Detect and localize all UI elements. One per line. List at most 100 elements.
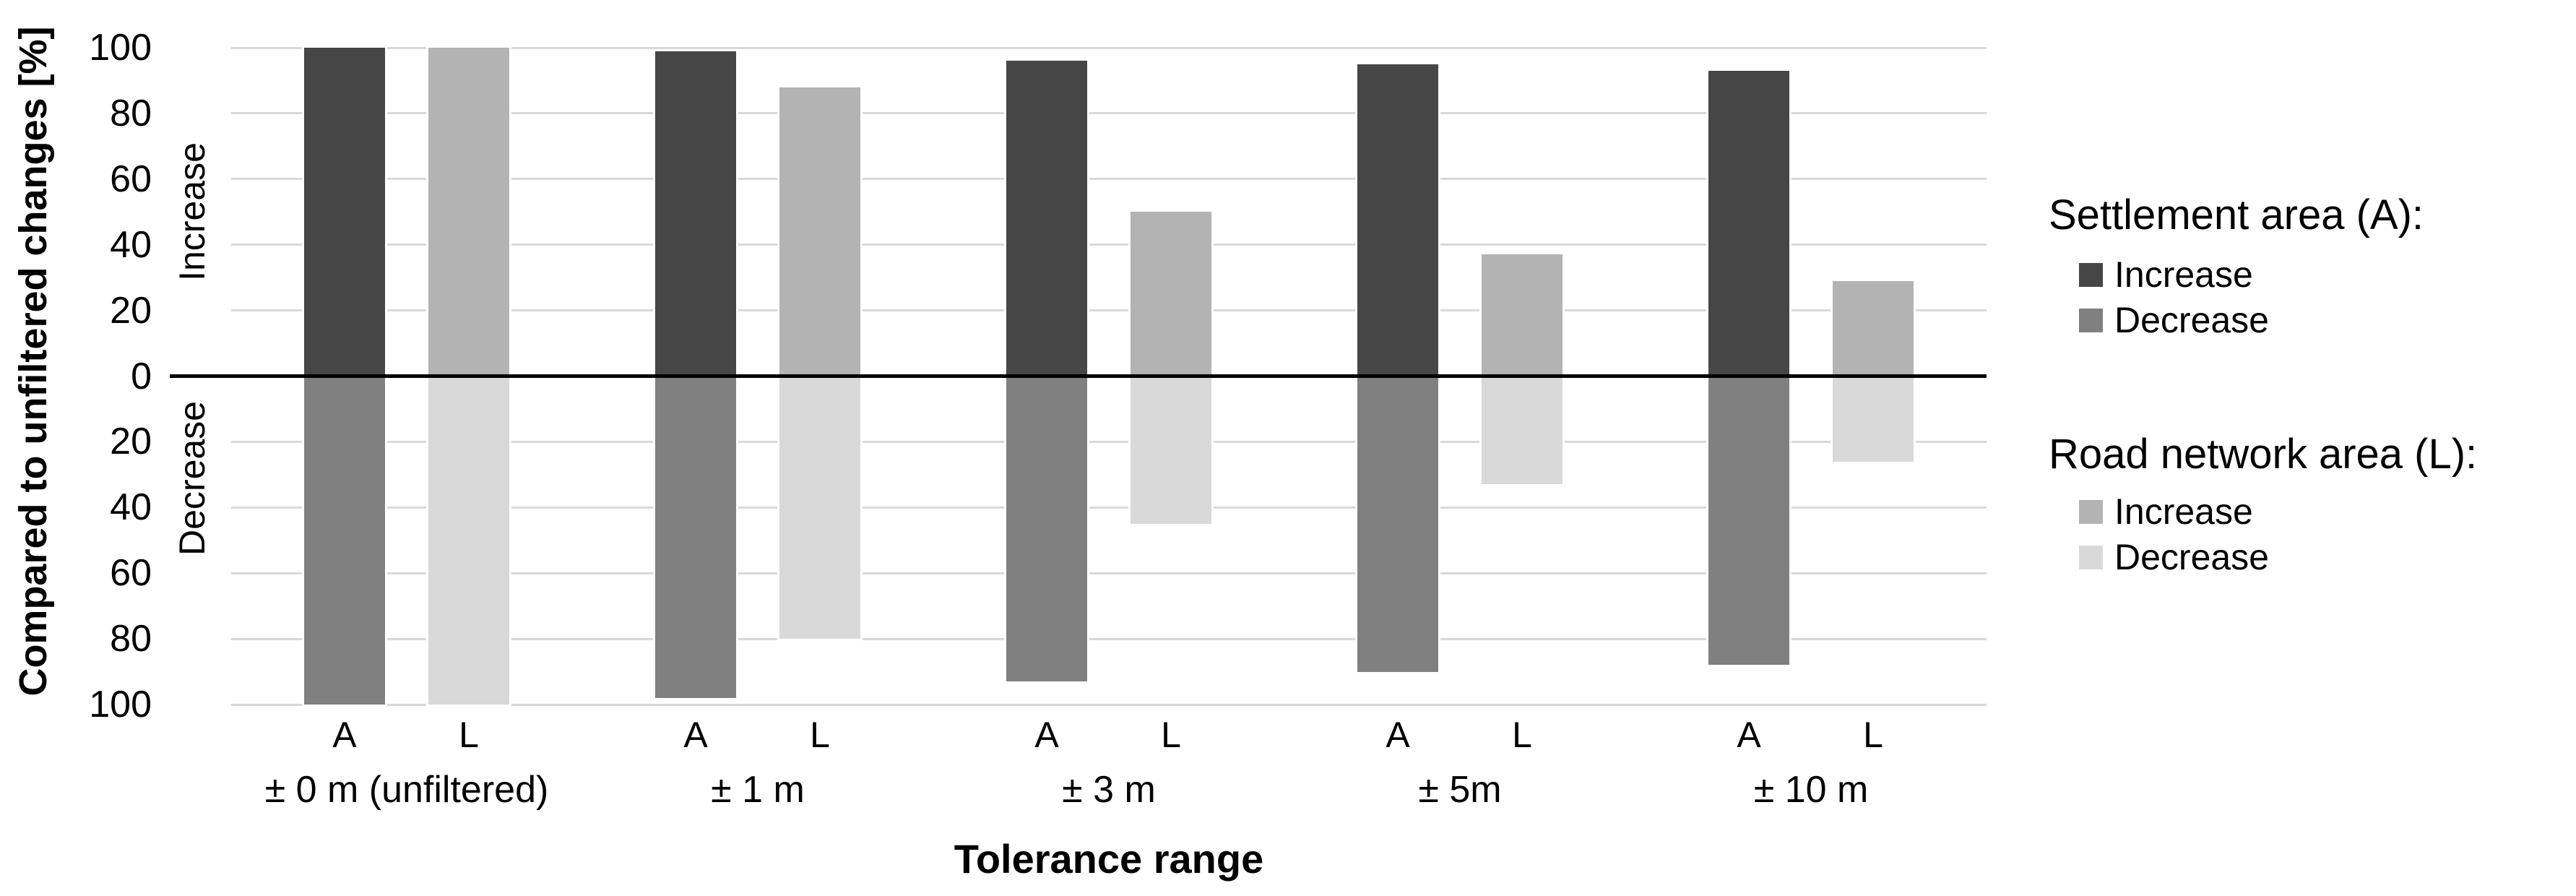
legend-item-label: Increase [2114, 254, 2253, 295]
bar-segment-l-increase [1131, 212, 1211, 376]
bar-a [1004, 48, 1089, 705]
bar-letter-label: A [683, 715, 708, 755]
bar-segment-l-increase [1482, 254, 1563, 376]
y-tick-label: 80 [110, 92, 152, 134]
gridline [231, 309, 1987, 312]
bar-letter-label: L [1863, 715, 1883, 755]
category-label: ± 0 m (unfiltered) [264, 769, 549, 811]
gridline [231, 637, 1987, 640]
bar-segment-a-decrease [655, 376, 736, 698]
bar-l [777, 48, 863, 705]
legend-swatch-settlement-increase [2079, 262, 2103, 287]
y-tick-label: 0 [131, 355, 152, 397]
legend-item-settlement-decrease: Decrease [2049, 300, 2269, 340]
legend-title-road-network-area: Road network area (L): [2049, 431, 2478, 478]
gridline [231, 703, 1987, 706]
bar-l [426, 48, 511, 705]
legend-item-label: Decrease [2114, 537, 2269, 577]
category-label: ± 1 m [711, 769, 805, 811]
legend-swatch-road-decrease [2079, 545, 2103, 569]
bar-a [1706, 48, 1791, 705]
y-tick-label: 80 [110, 618, 152, 660]
legend-item-road-increase: Increase [2049, 491, 2253, 532]
category-label: ± 10 m [1753, 769, 1869, 811]
bar-segment-l-decrease [779, 376, 860, 639]
y-tick-label: 40 [110, 223, 152, 266]
bar-l [1128, 48, 1214, 705]
gridline [231, 178, 1987, 181]
bar-segment-a-decrease [304, 376, 385, 705]
plot-area: A L ± 0 m (unfiltered) A L ± 1 m A L ± 3 m A L ± 5m… [170, 46, 1987, 811]
bar-letter-label: A [1034, 715, 1059, 755]
bar-pair [1635, 48, 1987, 705]
bar-segment-l-decrease [1482, 376, 1563, 485]
bar-segment-a-increase [1006, 61, 1087, 376]
bar-segment-l-increase [779, 87, 860, 376]
x-axis-title: Tolerance range [954, 836, 1264, 882]
y-tick-label: 100 [89, 684, 152, 725]
bar-group: A L ± 10 m [1635, 48, 1987, 811]
bar-segment-a-decrease [1006, 376, 1087, 682]
bar-pair [231, 48, 582, 705]
bar-segment-a-increase [1357, 64, 1438, 376]
increase-axis-annotation: Increase [172, 142, 212, 281]
legend-swatch-road-increase [2079, 499, 2103, 524]
bar-letter-label: L [810, 715, 830, 755]
y-tick-label: 60 [110, 552, 152, 595]
legend-item-label: Decrease [2114, 300, 2269, 340]
bar-a [1355, 48, 1440, 705]
bar-segment-l-increase [428, 48, 509, 376]
bar-pair [1284, 48, 1635, 705]
y-tick-label: 100 [89, 27, 152, 69]
bar-a [302, 48, 387, 705]
bar-segment-l-decrease [428, 376, 509, 705]
category-label: ± 5m [1418, 769, 1502, 811]
bar-segment-l-decrease [1833, 376, 1914, 462]
bar-group: A L ± 1 m [582, 48, 933, 811]
bar-segment-a-increase [1708, 70, 1789, 376]
bar-letter-label: A [1386, 715, 1410, 755]
bar-letter-label: L [1512, 715, 1532, 755]
bar-group: A L ± 0 m (unfiltered) [231, 48, 582, 811]
category-label: ± 3 m [1062, 769, 1156, 811]
bar-l [1831, 48, 1916, 705]
legend-swatch-settlement-decrease [2079, 308, 2103, 332]
bar-letter-label: A [332, 715, 357, 755]
bar-group: A L ± 3 m [933, 48, 1284, 811]
y-tick-label: 40 [110, 486, 152, 529]
bar-letter-label: A [1737, 715, 1761, 755]
bar-a [653, 48, 738, 705]
gridline [231, 440, 1987, 443]
bar-segment-l-increase [1833, 280, 1914, 376]
decrease-axis-annotation: Decrease [172, 401, 212, 556]
legend-title-settlement-area: Settlement area (A): [2049, 191, 2424, 238]
legend-item-label: Increase [2114, 491, 2253, 532]
bar-segment-a-decrease [1708, 376, 1789, 665]
bar-pair [582, 48, 933, 705]
gridline [231, 112, 1987, 115]
bar-segment-l-decrease [1131, 376, 1211, 525]
bar-group: A L ± 5m [1284, 48, 1635, 811]
bar-segment-a-increase [655, 51, 736, 376]
legend-item-settlement-increase: Increase [2049, 254, 2253, 295]
zero-axis-line [170, 374, 1987, 378]
gridline [231, 46, 1987, 49]
gridline [231, 572, 1987, 574]
legend: Settlement area (A): Increase Decrease R… [2049, 0, 2573, 896]
bar-letter-label: L [1161, 715, 1181, 755]
y-tick-label: 20 [110, 421, 152, 463]
y-tick-label: 60 [110, 158, 152, 200]
gridline [231, 506, 1987, 509]
bar-segment-a-increase [304, 48, 385, 376]
bar-pair [933, 48, 1284, 705]
legend-item-road-decrease: Decrease [2049, 537, 2269, 577]
bar-segment-a-decrease [1357, 376, 1438, 672]
bar-l [1479, 48, 1565, 705]
gridline [231, 244, 1987, 246]
y-tick-label: 20 [110, 289, 152, 332]
